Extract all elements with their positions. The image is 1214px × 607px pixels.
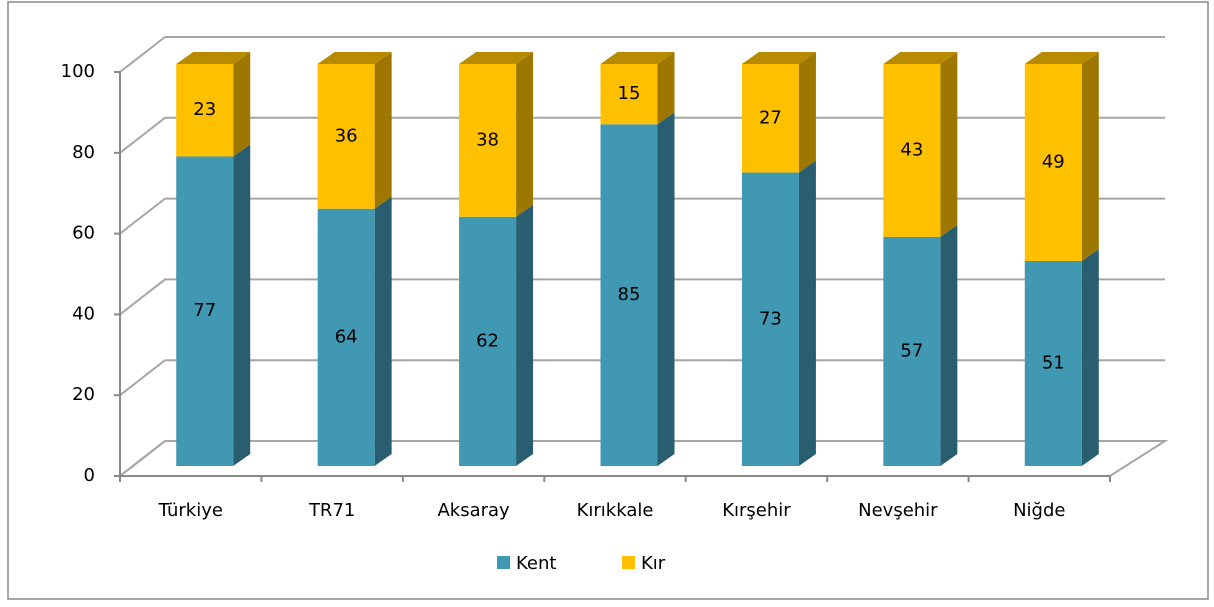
data-label: 15 [618, 83, 641, 104]
bar-side [516, 52, 534, 217]
bar [741, 64, 799, 173]
y-tick-label: 60 [72, 223, 95, 244]
bar-top [883, 52, 958, 64]
bar-top [176, 52, 251, 64]
y-tick-label: 80 [72, 142, 95, 163]
x-tick-label: Kırşehir [722, 500, 791, 521]
bar-top [459, 52, 534, 64]
bar-side [657, 112, 675, 467]
data-label: 73 [759, 308, 782, 329]
bar-side [233, 52, 251, 157]
y-tick-label: 20 [72, 384, 95, 405]
data-label: 62 [476, 330, 499, 351]
bar [741, 172, 799, 467]
data-label: 43 [900, 139, 923, 160]
data-label: 49 [1042, 151, 1065, 172]
bar-side [1081, 248, 1099, 466]
bar [883, 236, 941, 466]
bar-side [233, 144, 251, 466]
bar-side [798, 52, 816, 173]
bar [176, 156, 234, 466]
bar-top [317, 52, 392, 64]
y-tick-label: 100 [61, 61, 95, 82]
bar-side [374, 196, 392, 466]
bar-side [940, 224, 958, 466]
x-tick-label: TR71 [308, 500, 355, 521]
bar-side [798, 160, 816, 467]
data-label: 57 [900, 340, 923, 361]
data-label: 64 [335, 326, 358, 347]
bar-side [657, 52, 675, 125]
data-label: 85 [618, 284, 641, 305]
legend-swatch [622, 556, 635, 569]
bar [459, 64, 517, 217]
x-tick-label: Niğde [1013, 500, 1065, 521]
y-tick-label: 40 [72, 303, 95, 324]
grid-line [119, 359, 1165, 396]
data-label: 23 [193, 99, 216, 120]
bar [317, 208, 375, 466]
data-label: 38 [476, 129, 499, 150]
legend-label: Kent [516, 553, 556, 574]
x-tick-label: Türkiye [157, 500, 223, 521]
bar [883, 64, 941, 237]
data-label: 27 [759, 107, 782, 128]
bar [176, 64, 234, 157]
grid-line [119, 440, 1165, 477]
bar [1024, 260, 1082, 466]
legend-label: Kır [641, 553, 666, 574]
x-tick-label: Aksaray [437, 500, 510, 521]
grid-line [119, 197, 1165, 235]
legend-swatch [497, 556, 510, 569]
bar [600, 64, 658, 125]
bar [600, 124, 658, 467]
bar [1024, 64, 1082, 261]
bar-top [600, 52, 675, 64]
bar-top [741, 52, 816, 64]
bar-side [1081, 52, 1099, 261]
data-label: 77 [193, 300, 216, 321]
x-tick-label: Nevşehir [858, 500, 938, 521]
grid-line [119, 278, 1165, 316]
bar [459, 216, 517, 466]
data-label: 36 [335, 125, 358, 146]
bar-top [1024, 52, 1099, 64]
bar-side [940, 52, 958, 237]
grid-line [119, 116, 1165, 154]
bar-side [516, 204, 534, 466]
y-tick-label: 0 [84, 465, 95, 486]
bar-side [374, 52, 392, 209]
bar [317, 64, 375, 209]
data-label: 51 [1042, 352, 1065, 373]
grid-line [119, 36, 1165, 73]
x-tick-label: Kırıkkale [577, 500, 654, 521]
